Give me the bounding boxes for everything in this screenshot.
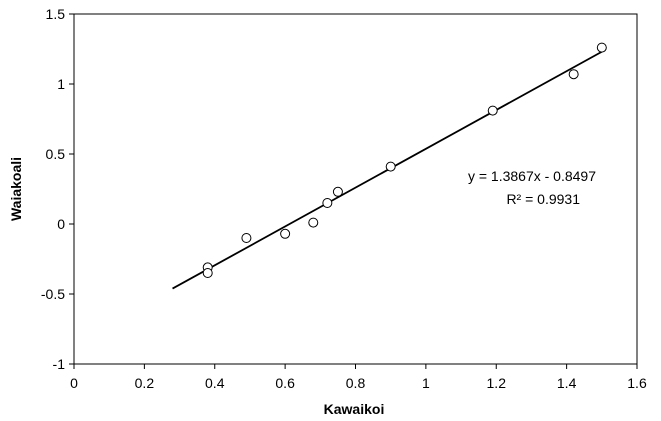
x-tick-label: 0.2: [135, 375, 155, 391]
y-axis-title: Waiakoali: [8, 157, 24, 221]
y-axis-ticks: [69, 13, 74, 365]
data-points: [202, 42, 607, 278]
y-axis-tick-labels: 1.5 1 0.5 0 -0.5 -1: [41, 6, 65, 372]
data-point: [596, 42, 607, 53]
x-tick-label: 1.6: [627, 375, 647, 391]
y-tick-label: 1.5: [46, 6, 66, 22]
x-axis-title: Kawaikoi: [324, 401, 385, 417]
r-squared-label: R² = 0.9931: [506, 191, 580, 207]
x-tick-label: 1: [422, 375, 430, 391]
x-tick-label: 0.6: [275, 375, 295, 391]
x-tick-label: 0: [70, 375, 78, 391]
data-point: [308, 217, 319, 228]
trendline: [172, 50, 603, 290]
y-tick-label: -0.5: [41, 286, 65, 302]
x-tick-label: 0.8: [346, 375, 366, 391]
data-point: [202, 268, 213, 278]
y-tick-label: 1: [57, 76, 65, 92]
data-point: [332, 186, 343, 197]
y-tick-label: -1: [53, 356, 66, 372]
data-point: [241, 233, 252, 243]
x-tick-label: 1.2: [487, 375, 507, 391]
plot-area-frame: [73, 13, 638, 365]
data-point: [280, 228, 291, 239]
x-tick-label: 1.4: [557, 375, 577, 391]
y-tick-label: 0.5: [46, 146, 66, 162]
trendline-equation: y = 1.3867x - 0.8497: [468, 168, 596, 184]
data-point: [322, 198, 333, 208]
x-axis-ticks: [73, 364, 638, 369]
data-point: [385, 161, 396, 172]
x-tick-label: 0.4: [205, 375, 225, 391]
x-axis-tick-labels: 0 0.2 0.4 0.6 0.8 1 1.2 1.4 1.6: [70, 375, 647, 391]
data-point: [568, 69, 579, 80]
y-tick-label: 0: [57, 216, 65, 232]
data-point: [487, 105, 498, 116]
